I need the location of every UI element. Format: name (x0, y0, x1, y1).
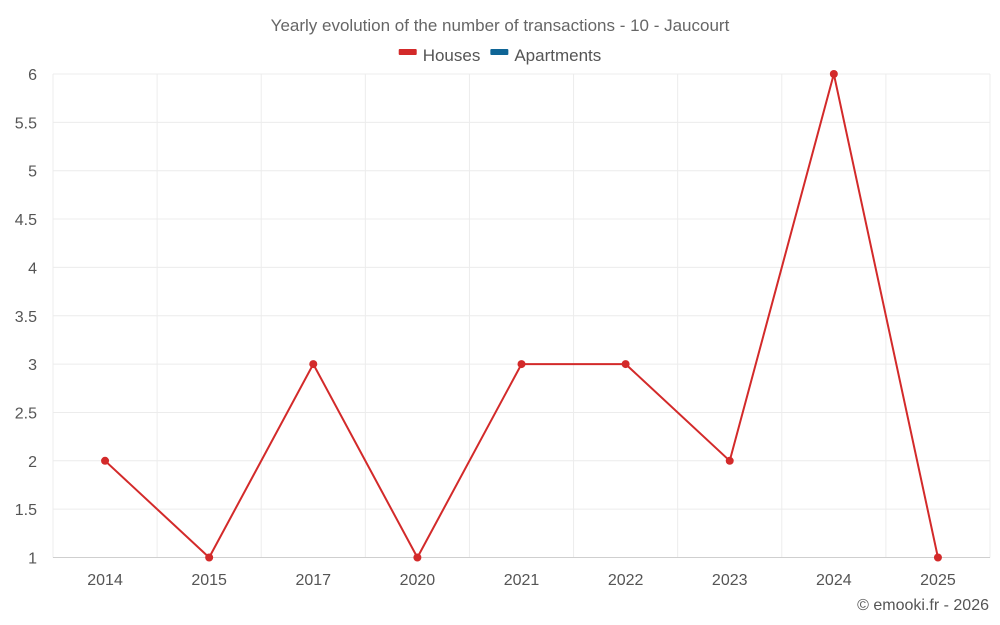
y-tick-label: 5 (28, 164, 37, 181)
x-gridlines (52, 74, 991, 558)
data-point[interactable] (829, 70, 838, 78)
x-tick-label: 2024 (816, 572, 852, 589)
data-point[interactable] (517, 360, 526, 369)
y-tick-label: 5.5 (15, 115, 37, 132)
x-tick-label: 2023 (712, 572, 748, 589)
x-tick-label: 2021 (504, 572, 540, 589)
legend-label: Houses (423, 46, 481, 65)
x-axis-ticks: 2014 2015 2017 2020 2021 2022 2023 2024 2025 (87, 572, 956, 589)
x-tick-label: 2020 (400, 572, 436, 589)
y-tick-label: 1.5 (15, 502, 37, 519)
series-layer (101, 70, 942, 562)
y-axis-ticks: 1 1.5 2 2.5 3 3.5 4 4.5 5 5.5 6 (15, 67, 37, 568)
y-tick-label: 1 (28, 551, 37, 568)
legend-label: Apartments (514, 46, 601, 65)
data-point[interactable] (101, 456, 110, 465)
chart-title: Yearly evolution of the number of transa… (271, 16, 730, 35)
y-tick-label: 6 (28, 67, 37, 84)
y-tick-label: 3.5 (15, 309, 37, 326)
y-gridlines (53, 73, 990, 510)
y-tick-label: 2.5 (15, 405, 37, 422)
data-point[interactable] (309, 360, 318, 369)
data-point[interactable] (725, 456, 734, 465)
x-tick-label: 2025 (920, 572, 956, 589)
credit-text: © emooki.fr - 2026 (857, 597, 989, 614)
legend-swatch (490, 49, 509, 55)
y-tick-label: 2 (28, 454, 37, 471)
x-tick-label: 2022 (608, 572, 644, 589)
x-tick-label: 2014 (87, 572, 123, 589)
data-point[interactable] (933, 553, 942, 562)
x-tick-label: 2017 (295, 572, 331, 589)
y-tick-label: 4.5 (15, 212, 37, 229)
data-point[interactable] (413, 553, 422, 562)
x-tick-label: 2015 (191, 572, 227, 589)
data-point[interactable] (205, 553, 214, 562)
legend-swatch (398, 49, 417, 55)
y-tick-label: 4 (28, 260, 37, 277)
y-tick-label: 3 (28, 357, 37, 374)
legend-item-apartments[interactable]: Apartments (490, 46, 601, 65)
legend-item-houses[interactable]: Houses (398, 46, 481, 65)
legend: Houses Apartments (398, 46, 601, 65)
data-point[interactable] (621, 360, 630, 369)
